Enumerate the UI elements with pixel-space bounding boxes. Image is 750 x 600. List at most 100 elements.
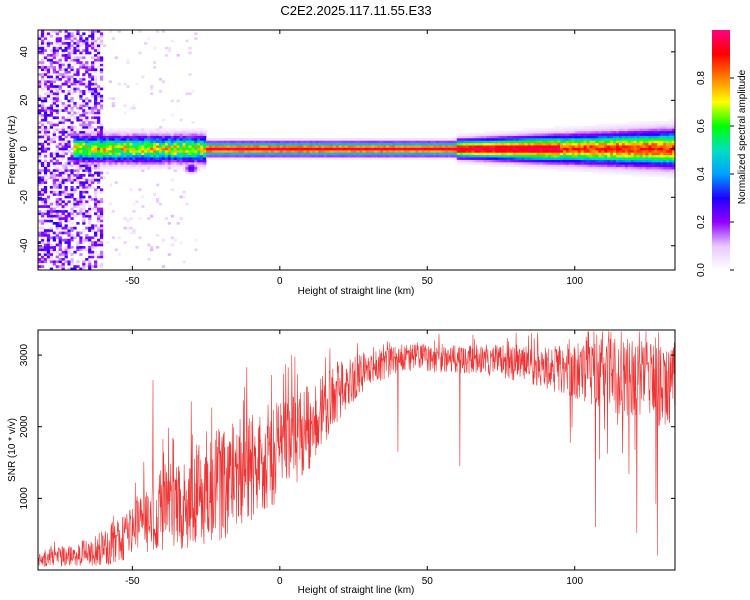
spectrogram-cell — [548, 147, 552, 151]
spectrogram-cell — [306, 150, 310, 153]
spectrogram-cell — [147, 159, 151, 163]
spectrogram-cell — [527, 166, 531, 170]
spectrogram-cell — [542, 128, 546, 132]
spectrogram-cell — [580, 154, 584, 158]
spectrogram-cell — [244, 142, 248, 146]
spectrogram-cell — [551, 154, 555, 158]
spectrogram-cell — [624, 135, 629, 139]
spectrogram-cell — [58, 169, 62, 172]
spectrogram-cell — [55, 32, 59, 36]
spectrogram-cell — [64, 147, 68, 151]
spectrogram-cell — [182, 145, 186, 148]
spectrogram-cell — [595, 152, 599, 156]
spectrogram-cell — [565, 162, 570, 165]
spectrogram-cell — [94, 138, 98, 141]
spectrogram-cell — [79, 138, 83, 141]
spectrogram-cell — [108, 138, 113, 141]
spectrogram-cell — [377, 142, 381, 146]
spectrogram-cell — [300, 140, 304, 144]
spectrogram-cell — [551, 142, 555, 146]
spectrogram-cell — [356, 145, 360, 148]
spectrogram-cell — [79, 104, 83, 108]
spectrogram-cell — [601, 135, 605, 139]
spectrogram-cell — [580, 159, 584, 163]
spectrogram-cell — [512, 150, 517, 153]
spectrogram-cell — [341, 152, 345, 156]
spectrogram-cell — [153, 164, 157, 168]
spectrogram-cell — [182, 162, 186, 165]
spectrogram-cell — [94, 58, 98, 62]
spectrogram-cell — [158, 159, 163, 163]
spectrogram-cell — [630, 130, 635, 134]
spectrogram-cell — [61, 138, 65, 141]
spectrogram-cell — [64, 97, 68, 100]
spectrogram-cell — [123, 241, 127, 244]
spectrogram-cell — [217, 152, 222, 156]
spectrogram-cell — [55, 61, 59, 64]
spectrogram-cell — [613, 164, 617, 168]
spectrogram-cell — [85, 135, 89, 139]
spectrogram-cell — [99, 63, 104, 67]
spectrogram-cell — [282, 150, 287, 153]
spectrogram-cell — [409, 140, 413, 144]
spectrogram-cell — [55, 135, 59, 139]
spectrogram-cell — [598, 154, 602, 158]
spectrogram-cell — [52, 186, 56, 189]
spectrogram-cell — [129, 152, 133, 156]
spectrogram-cell — [657, 123, 661, 127]
spectrogram-cell — [554, 138, 558, 141]
spectrogram-cell — [583, 140, 587, 144]
spectrogram-cell — [548, 140, 552, 144]
spectrogram-cell — [99, 262, 104, 266]
spectrogram-cell — [105, 241, 110, 244]
spectrogram-cell — [85, 85, 89, 88]
spectrogram-cell — [129, 154, 133, 158]
spectrogram-cell — [229, 154, 233, 158]
spectrogram-cell — [574, 135, 578, 139]
spectrogram-cell — [616, 135, 620, 139]
spectrogram-cell — [46, 106, 51, 110]
spectrogram-cell — [38, 142, 42, 146]
spectrogram-cell — [551, 138, 555, 141]
spectrogram-cell — [621, 164, 626, 168]
spectrogram-cell — [562, 135, 567, 139]
spectrogram-cell — [158, 202, 163, 206]
spectrogram-cell — [235, 154, 239, 158]
spectrogram-cell — [515, 135, 519, 139]
spectrogram-cell — [498, 147, 502, 151]
spectrogram-cell — [424, 142, 428, 146]
spectrogram-cell — [191, 142, 195, 146]
spectrogram-cell — [642, 162, 646, 165]
spectrogram-cell — [474, 138, 478, 141]
spectrogram-cell — [129, 159, 133, 163]
spectrogram-cell — [498, 130, 502, 134]
spectrogram-cell — [285, 157, 289, 160]
spectrogram-cell — [67, 150, 71, 153]
spectrogram-cell — [474, 157, 478, 160]
spectrogram-cell — [185, 128, 189, 132]
spectrogram-cell — [663, 121, 667, 124]
spectrogram-cell — [58, 238, 62, 242]
spectrogram-cell — [403, 142, 407, 146]
spectrogram-cell — [155, 138, 160, 141]
spectrogram-cell — [616, 126, 620, 129]
spectrogram-cell — [618, 138, 623, 141]
spectrogram-cell — [70, 164, 74, 168]
spectrogram-cell — [38, 111, 42, 115]
spectrogram-cell — [70, 217, 74, 220]
spectrogram-cell — [85, 111, 89, 115]
spectrogram-cell — [586, 152, 590, 156]
spectrogram-cell — [94, 111, 98, 115]
spectrogram-cell — [509, 147, 514, 151]
spectrogram-cell — [94, 200, 98, 204]
spectrogram-cell — [607, 171, 611, 175]
spectrogram-cell — [141, 138, 145, 141]
spectrogram-cell — [144, 154, 148, 158]
spectrogram-cell — [111, 157, 115, 160]
spectrogram-cell — [495, 159, 499, 163]
spectrogram-cell — [70, 58, 74, 62]
spectrogram-cell — [194, 150, 198, 153]
spectrogram-cell — [67, 231, 71, 235]
spectrogram-cell — [38, 104, 42, 108]
spectrogram-cell — [430, 152, 434, 156]
